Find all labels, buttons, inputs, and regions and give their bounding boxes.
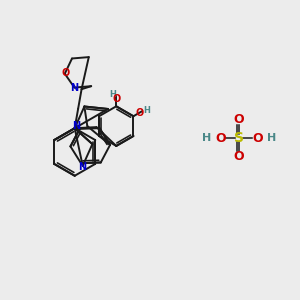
Text: H: H <box>144 106 151 115</box>
Text: O: O <box>62 68 70 78</box>
Text: O: O <box>135 108 144 118</box>
Text: N: N <box>72 121 80 131</box>
Text: N: N <box>70 83 79 93</box>
Text: O: O <box>234 113 244 126</box>
Text: H: H <box>110 90 116 99</box>
Text: O: O <box>234 150 244 164</box>
Text: O: O <box>112 94 120 104</box>
Text: O: O <box>215 132 226 145</box>
Text: S: S <box>234 131 244 145</box>
Text: H: H <box>267 133 276 143</box>
Text: N: N <box>78 162 86 172</box>
Text: H: H <box>202 133 212 143</box>
Text: O: O <box>253 132 263 145</box>
